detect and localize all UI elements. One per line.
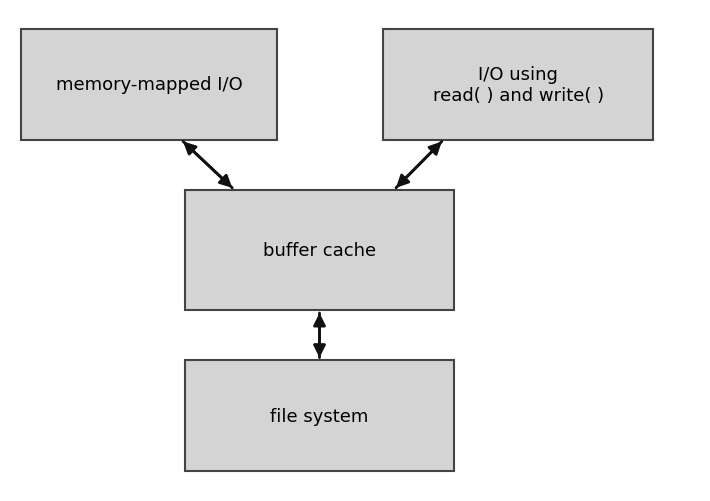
Text: I/O using
read( ) and write( ): I/O using read( ) and write( ) bbox=[432, 66, 604, 105]
Text: file system: file system bbox=[271, 407, 368, 425]
FancyBboxPatch shape bbox=[21, 30, 277, 140]
Text: buffer cache: buffer cache bbox=[263, 241, 376, 260]
FancyBboxPatch shape bbox=[185, 361, 454, 471]
Text: memory-mapped I/O: memory-mapped I/O bbox=[55, 76, 243, 94]
FancyBboxPatch shape bbox=[383, 30, 653, 140]
FancyBboxPatch shape bbox=[185, 190, 454, 311]
